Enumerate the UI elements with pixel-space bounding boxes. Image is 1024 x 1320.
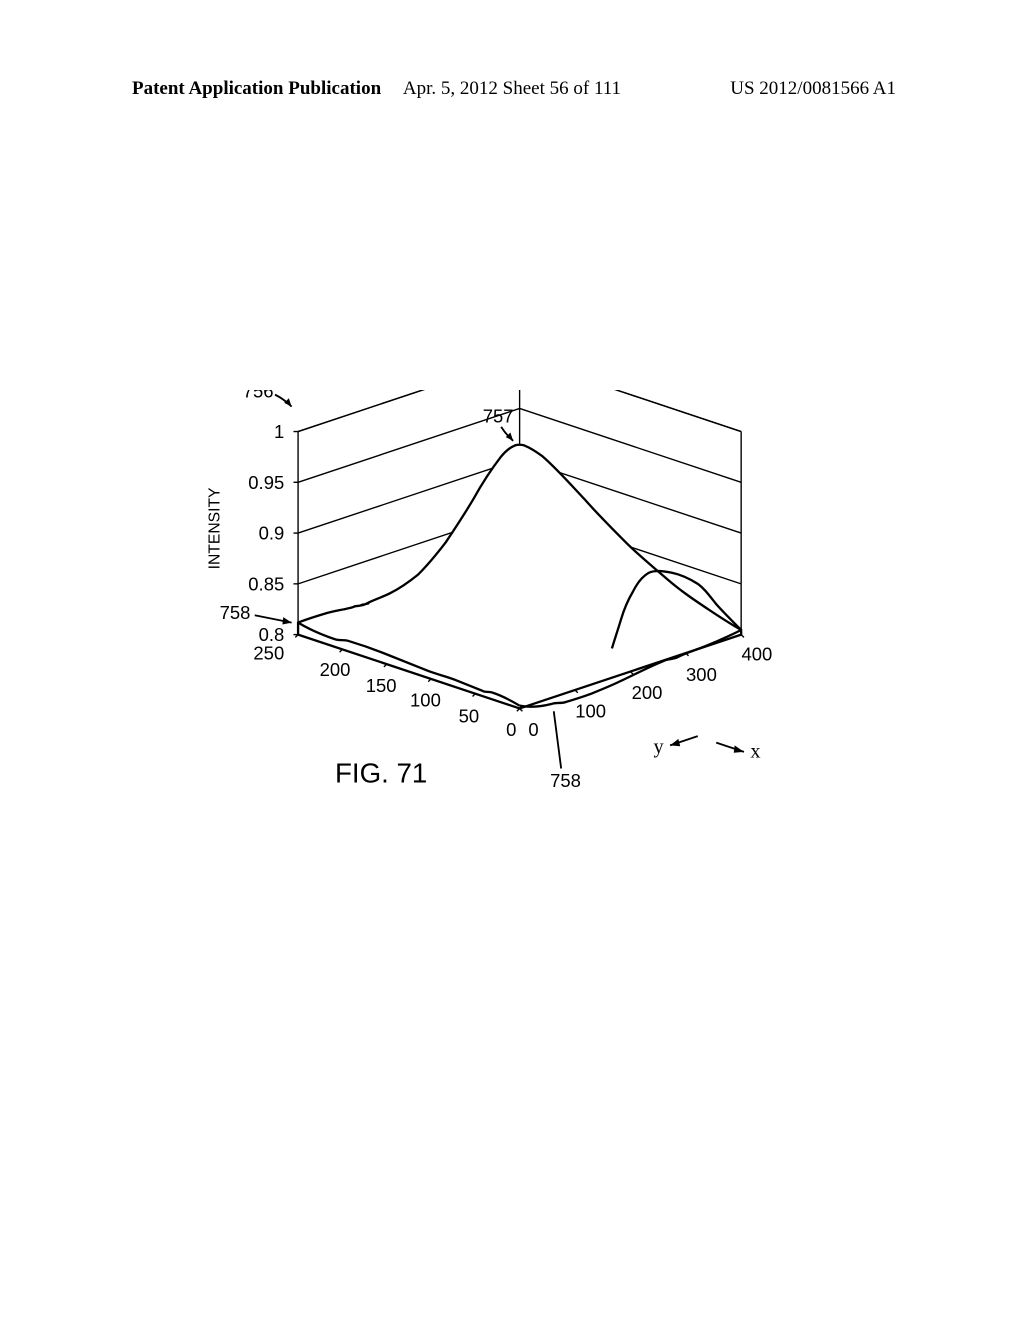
ref-758-bottom: 758 bbox=[550, 770, 581, 791]
ref-756: 756 bbox=[243, 390, 274, 401]
surface-plot-svg: 1 0.95 0.9 0.85 0.8 250 200 150 100 50 0… bbox=[165, 390, 865, 870]
figure-71: 1 0.95 0.9 0.85 0.8 250 200 150 100 50 0… bbox=[165, 390, 865, 870]
surface-dome bbox=[298, 445, 741, 709]
x-tick-3: 300 bbox=[686, 664, 717, 685]
x-axis-label: x bbox=[750, 740, 760, 762]
x-arrowhead bbox=[734, 745, 744, 752]
y-tick-0: 250 bbox=[253, 643, 284, 664]
z-tick-3: 0.85 bbox=[248, 573, 284, 594]
z-tick-0: 1 bbox=[274, 421, 284, 442]
y-tick-1: 200 bbox=[320, 659, 351, 680]
z-tick-1: 0.95 bbox=[248, 472, 284, 493]
y-tick-4: 50 bbox=[459, 705, 480, 726]
ref-758-left-arrowhead bbox=[282, 617, 291, 624]
x-tick-1: 100 bbox=[575, 701, 606, 722]
header-publication: Patent Application Publication bbox=[132, 78, 381, 100]
z-tick-2: 0.9 bbox=[259, 523, 285, 544]
ref-756-arrowhead bbox=[284, 398, 291, 406]
y-arrowhead bbox=[670, 739, 680, 746]
x-tick-0: 0 bbox=[528, 719, 538, 740]
y-axis-label: y bbox=[653, 736, 664, 758]
patent-header: Patent Application Publication Apr. 5, 2… bbox=[0, 78, 1024, 100]
y-tick-3: 100 bbox=[410, 690, 441, 711]
figure-title: FIG. 71 bbox=[335, 757, 427, 788]
ref-757: 757 bbox=[483, 405, 514, 426]
x-tick-2: 200 bbox=[632, 682, 663, 703]
ref-758-bottom-line bbox=[554, 711, 561, 768]
header-date-sheet: Apr. 5, 2012 Sheet 56 of 111 bbox=[403, 78, 621, 100]
y-tick-2: 150 bbox=[366, 675, 397, 696]
z-axis-label: INTENSITY bbox=[207, 487, 224, 569]
y-tick-5: 0 bbox=[506, 719, 516, 740]
header-patent-number: US 2012/0081566 A1 bbox=[730, 78, 896, 100]
ref-758-left: 758 bbox=[220, 602, 251, 623]
x-tick-4: 400 bbox=[741, 643, 772, 664]
